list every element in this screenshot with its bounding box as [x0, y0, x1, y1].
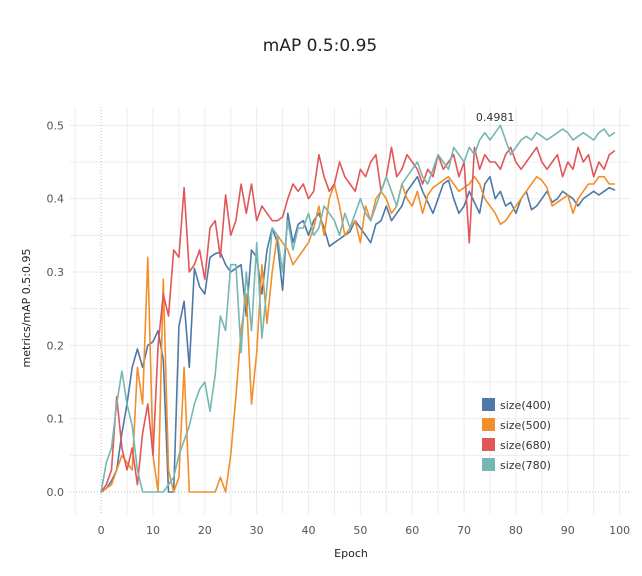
y-tick-label: 0.0 — [47, 486, 65, 499]
legend-label: size(680) — [500, 439, 551, 452]
series-line-3 — [100, 124, 616, 493]
legend-swatch — [482, 438, 495, 451]
y-tick-label: 0.2 — [47, 339, 65, 352]
y-axis-label: metrics/mAP 0.5:0.95 — [20, 249, 33, 368]
series-line-0 — [100, 175, 616, 493]
max-annotation: 0.4981 — [476, 111, 515, 124]
y-tick-label: 0.4 — [47, 193, 65, 206]
x-tick-label: 50 — [353, 524, 367, 537]
series-line-2 — [100, 146, 616, 493]
y-tick-label: 0.3 — [47, 266, 65, 279]
x-tick-label: 90 — [561, 524, 575, 537]
series-line-1 — [100, 175, 616, 493]
y-axis-ticks: 0.0 0.1 0.2 0.3 0.4 0.5 — [47, 119, 65, 499]
x-tick-label: 70 — [457, 524, 471, 537]
legend: size(400) size(500) size(680) size(780) — [482, 398, 551, 472]
y-tick-label: 0.1 — [47, 413, 65, 426]
x-axis-ticks: 0 10 20 30 40 50 60 70 80 90 100 — [98, 524, 631, 537]
chart-title: mAP 0.5:0.95 — [263, 36, 377, 56]
x-tick-label: 20 — [198, 524, 212, 537]
x-tick-label: 40 — [302, 524, 316, 537]
series-lines — [100, 124, 616, 493]
x-tick-label: 80 — [509, 524, 523, 537]
legend-label: size(780) — [500, 459, 551, 472]
x-axis-label: Epoch — [334, 547, 368, 560]
legend-swatch — [482, 418, 495, 431]
legend-swatch — [482, 458, 495, 471]
legend-label: size(400) — [500, 399, 551, 412]
x-tick-label: 30 — [250, 524, 264, 537]
x-tick-label: 10 — [146, 524, 160, 537]
x-tick-label: 100 — [609, 524, 630, 537]
legend-swatch — [482, 398, 495, 411]
legend-label: size(500) — [500, 419, 551, 432]
y-tick-label: 0.5 — [47, 119, 65, 132]
x-tick-label: 0 — [98, 524, 105, 537]
x-tick-label: 60 — [405, 524, 419, 537]
